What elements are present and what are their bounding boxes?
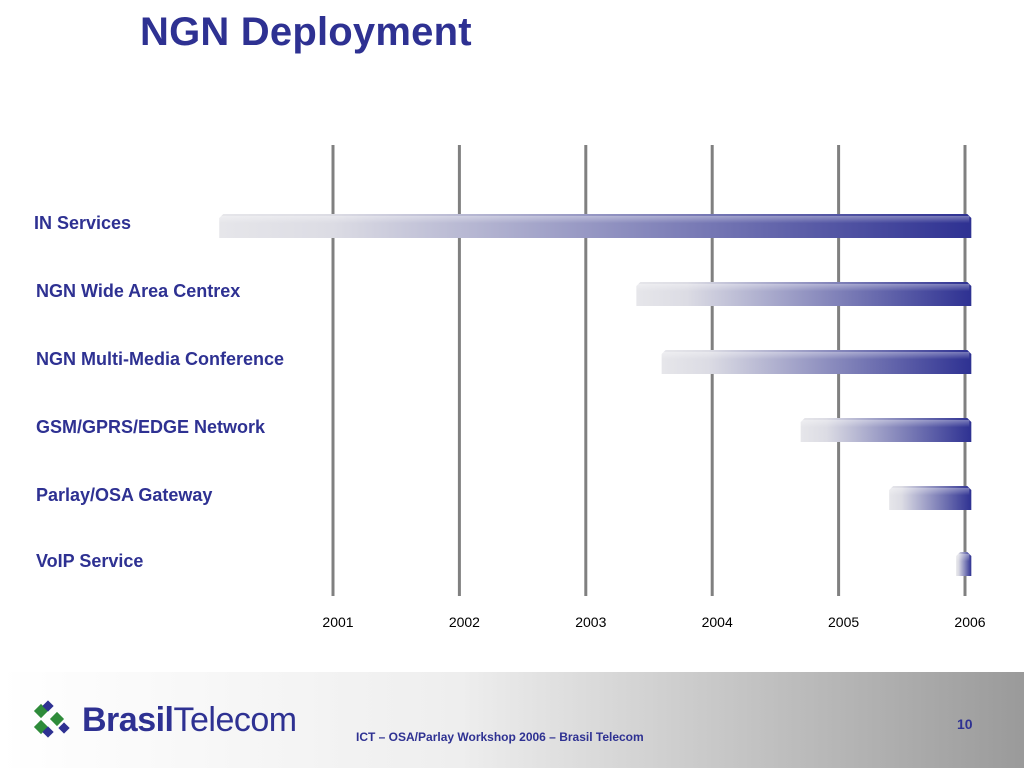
timeline-bar-highlight xyxy=(800,420,970,432)
x-tick-label: 2005 xyxy=(828,614,859,630)
x-axis-ticks: 2001 2002 2003 2004 2005 2006 xyxy=(322,614,985,630)
logo-mark-icon xyxy=(33,700,70,738)
x-tick-label: 2004 xyxy=(702,614,733,630)
timeline-bar-highlight xyxy=(889,488,970,500)
x-tick-label: 2006 xyxy=(954,614,985,630)
category-label: IN Services xyxy=(34,213,131,233)
footer-caption: ICT – OSA/Parlay Workshop 2006 – Brasil … xyxy=(356,730,644,744)
category-label: GSM/GPRS/EDGE Network xyxy=(36,417,266,437)
x-tick-label: 2002 xyxy=(449,614,480,630)
logo-wordmark: BrasilTelecom xyxy=(82,701,297,739)
category-label: Parlay/OSA Gateway xyxy=(36,485,212,505)
category-label: VoIP Service xyxy=(36,551,143,571)
page-number: 10 xyxy=(957,716,973,732)
timeline-bar-highlight xyxy=(956,554,970,566)
category-labels: IN Services NGN Wide Area Centrex NGN Mult… xyxy=(34,213,284,571)
timeline-bar-highlight xyxy=(636,284,970,296)
brasil-telecom-logo: BrasilTelecom xyxy=(30,700,300,740)
footer: BrasilTelecom ICT – OSA/Parlay Workshop … xyxy=(0,672,1024,768)
bar-group xyxy=(219,214,972,576)
timeline-bar-highlight xyxy=(661,352,970,364)
slide-title: NGN Deployment xyxy=(140,10,472,54)
timeline-chart: IN Services NGN Wide Area Centrex NGN Mult… xyxy=(34,145,986,630)
category-label: NGN Wide Area Centrex xyxy=(36,281,240,301)
x-tick-label: 2001 xyxy=(322,614,353,630)
timeline-bar-highlight xyxy=(219,216,970,228)
x-tick-label: 2003 xyxy=(575,614,606,630)
category-label: NGN Multi-Media Conference xyxy=(36,349,284,369)
